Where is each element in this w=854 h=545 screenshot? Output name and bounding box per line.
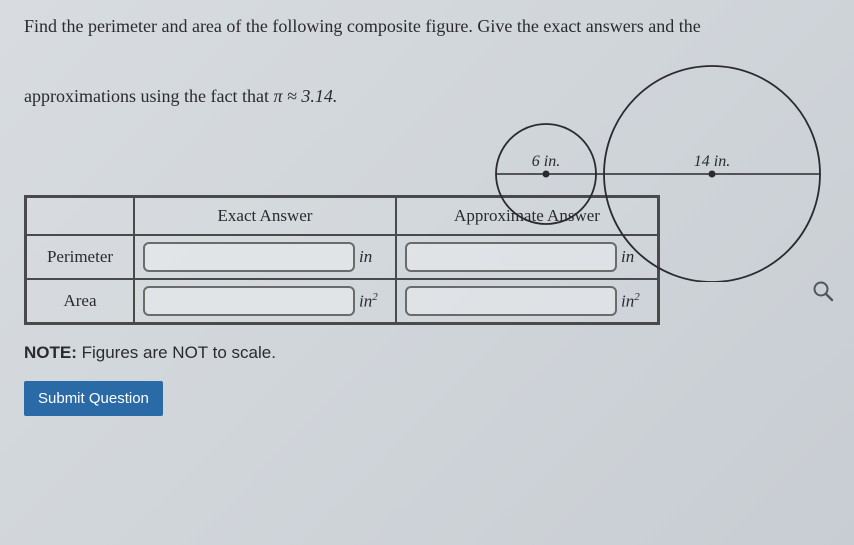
note-text: NOTE: Figures are NOT to scale.: [24, 343, 836, 363]
approx-prefix: approximations using the fact that: [24, 86, 273, 106]
perimeter-exact-input[interactable]: [143, 242, 355, 272]
header-blank: [26, 197, 134, 235]
area-approx-input[interactable]: [405, 286, 617, 316]
unit-in2: in2: [621, 291, 649, 312]
area-approx-cell: in2: [396, 279, 658, 323]
composite-figure: 6 in. 14 in.: [454, 62, 840, 282]
perimeter-exact-cell: in: [134, 235, 396, 279]
note-body: Figures are NOT to scale.: [82, 343, 276, 362]
small-diameter-label: 6 in.: [532, 153, 560, 170]
note-prefix: NOTE:: [24, 343, 82, 362]
magnify-icon[interactable]: [812, 280, 834, 307]
small-center-dot: [543, 171, 550, 178]
question-line-2: approximations using the fact that π ≈ 3…: [24, 86, 337, 107]
row-perimeter-label: Perimeter: [26, 235, 134, 279]
large-center-dot: [709, 171, 716, 178]
unit-in: in: [359, 247, 387, 267]
question-line-1: Find the perimeter and area of the follo…: [24, 14, 836, 38]
header-exact: Exact Answer: [134, 197, 396, 235]
row-area-label: Area: [26, 279, 134, 323]
unit-in2: in2: [359, 291, 387, 312]
area-exact-input[interactable]: [143, 286, 355, 316]
large-diameter-label: 14 in.: [694, 153, 730, 170]
submit-button[interactable]: Submit Question: [24, 381, 163, 416]
area-exact-cell: in2: [134, 279, 396, 323]
pi-value: π ≈ 3.14.: [273, 86, 337, 106]
